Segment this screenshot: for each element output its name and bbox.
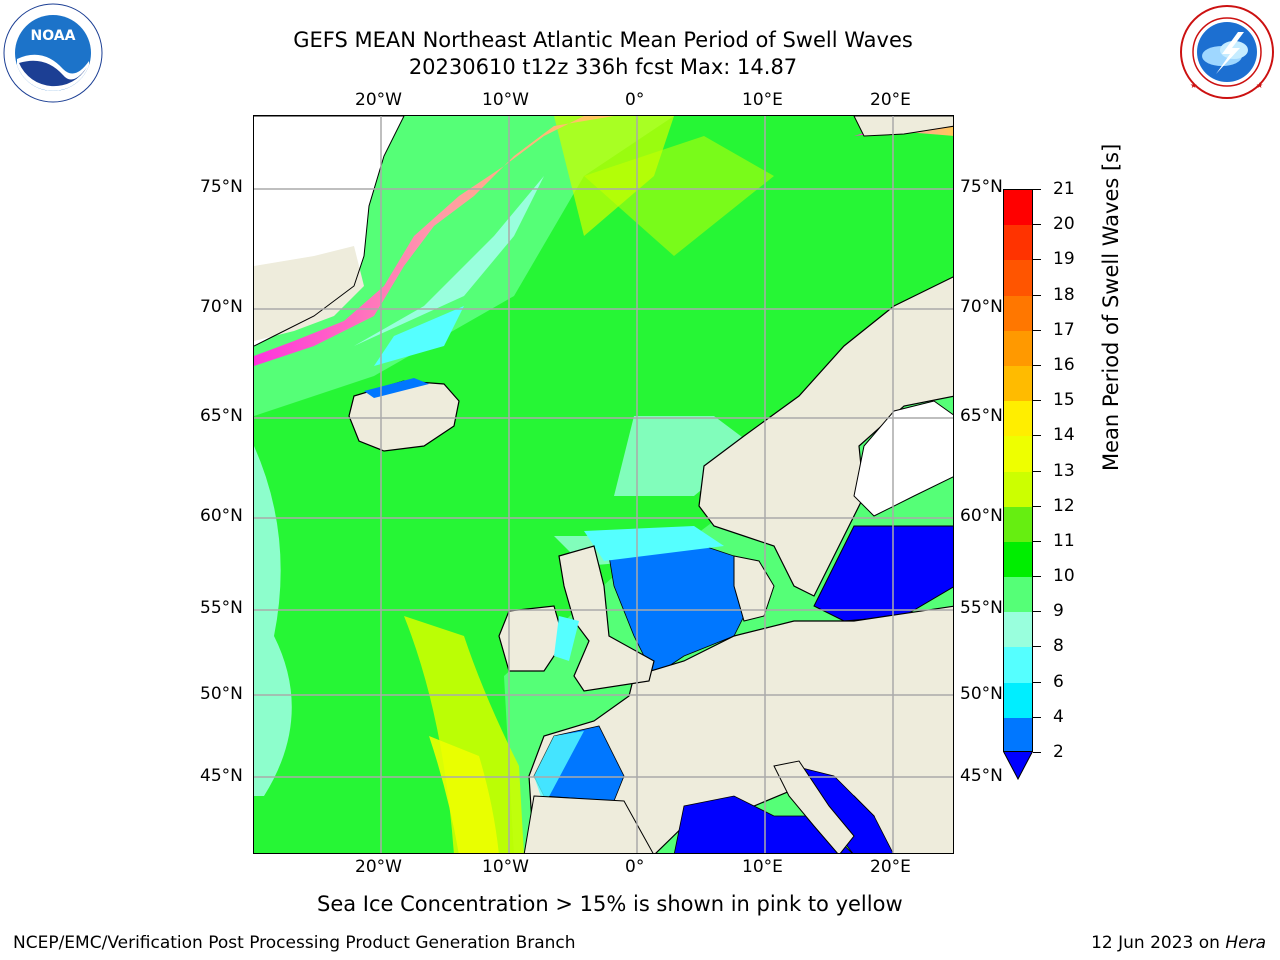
colorbar-tick-label: 9 [1053, 601, 1064, 622]
footer-host: Hera [1225, 933, 1266, 953]
colorbar-tick-label: 10 [1053, 566, 1075, 587]
colorbar-tick-label: 19 [1053, 249, 1075, 270]
great-britain [558, 545, 655, 692]
colorbar-tick [1033, 329, 1041, 331]
graticule [254, 116, 953, 853]
colorbar-segment [1004, 401, 1032, 437]
colorbar-segment [1004, 295, 1032, 332]
colorbar-segment [1004, 717, 1032, 754]
colorbar-tick-label: 6 [1053, 671, 1064, 692]
colorbar-tick-label: 2 [1053, 742, 1064, 762]
colorbar-tick-label: 18 [1053, 284, 1075, 305]
colorbar-segment [1004, 612, 1032, 648]
lon-label-bottom: 0° [625, 857, 645, 877]
colorbar-tick-label: 12 [1053, 495, 1075, 516]
map-area [253, 115, 954, 854]
colorbar-segment [1004, 577, 1032, 613]
footer-date-text: 12 Jun 2023 on [1091, 933, 1226, 953]
lon-label-top: 20°W [355, 90, 402, 110]
lat-label-left: 60°N [200, 506, 243, 526]
colorbar-tick [1033, 259, 1041, 261]
lon-label-top: 10°W [482, 90, 529, 110]
colorbar-tick [1033, 611, 1041, 613]
lat-label-left: 50°N [200, 684, 243, 704]
lat-label-right: 50°N [960, 684, 1003, 704]
colorbar-tick-label: 8 [1053, 636, 1064, 657]
colorbar-segment [1004, 682, 1032, 719]
colorbar-tick [1033, 400, 1041, 402]
lat-label-left: 70°N [200, 297, 243, 317]
nws-logo: ★ ★ [1178, 4, 1276, 100]
colorbar-tick [1033, 189, 1041, 190]
colorbar-label: Mean Period of Swell Waves [s] [1099, 143, 1123, 471]
lon-label-top: 10°E [742, 90, 783, 110]
ireland [498, 605, 565, 672]
lat-label-right: 60°N [960, 506, 1003, 526]
colorbar-segment [1004, 541, 1032, 578]
colorbar-tick [1033, 540, 1041, 542]
north-sea [608, 545, 745, 677]
colorbar-tick [1033, 752, 1041, 753]
svg-text:★: ★ [1190, 81, 1197, 90]
colorbar-tick [1033, 364, 1041, 366]
colorbar-tick-label: 16 [1053, 354, 1075, 375]
colorbar-segment [1004, 330, 1032, 367]
colorbar-tick [1033, 505, 1041, 507]
svg-text:★: ★ [1256, 81, 1263, 90]
scandinavia [698, 276, 953, 597]
lon-label-bottom: 20°W [355, 857, 402, 877]
colorbar-tick [1033, 294, 1041, 296]
lat-label-left: 55°N [200, 598, 243, 618]
colorbar-segment [1004, 260, 1032, 297]
noaa-logo: NOAA [3, 3, 103, 103]
colorbar-segment [1004, 647, 1032, 684]
lat-label-left: 45°N [200, 766, 243, 786]
noaa-logo-text: NOAA [31, 28, 76, 44]
colorbar-tick [1033, 224, 1041, 226]
colorbar-tick-label: 14 [1053, 425, 1075, 446]
colorbar-tick [1033, 576, 1041, 578]
colorbar-tick-label: 15 [1053, 390, 1075, 411]
colorbar-tick-label: 17 [1053, 319, 1075, 340]
colorbar-tick [1033, 435, 1041, 437]
colorbar-segment [1004, 365, 1032, 402]
lat-label-right: 75°N [960, 177, 1003, 197]
colorbar-under-arrow [1003, 751, 1033, 781]
colorbar-tick-label: 13 [1053, 460, 1075, 481]
lat-label-left: 75°N [200, 177, 243, 197]
colorbar-tick-label: 4 [1053, 706, 1064, 727]
sea-ice-note: Sea Ice Concentration > 15% is shown in … [317, 892, 903, 916]
lat-label-right: 70°N [960, 297, 1003, 317]
lon-label-bottom: 10°W [482, 857, 529, 877]
colorbar-tick-label: 11 [1053, 530, 1075, 551]
colorbar-segment [1004, 436, 1032, 472]
lon-label-bottom: 20°E [870, 857, 911, 877]
map-subtitle: 20230610 t12z 336h fcst Max: 14.87 [408, 55, 798, 79]
colorbar-tick-label: 21 [1053, 179, 1075, 199]
mediterranean [673, 795, 853, 853]
lat-label-right: 55°N [960, 598, 1003, 618]
colorbar [1003, 189, 1033, 754]
colorbar-tick [1033, 681, 1041, 683]
map-canvas [254, 116, 953, 853]
lon-label-top: 0° [625, 90, 645, 110]
lat-label-left: 65°N [200, 406, 243, 426]
lon-label-top: 20°E [870, 90, 911, 110]
colorbar-segment [1004, 471, 1032, 508]
colorbar-segment [1004, 225, 1032, 261]
colorbar-tick [1033, 646, 1041, 648]
colorbar-segment [1004, 506, 1032, 543]
colorbar-tick-label: 20 [1053, 214, 1075, 235]
lat-label-right: 65°N [960, 406, 1003, 426]
footer-date: 12 Jun 2023 on Hera [1091, 933, 1266, 953]
lat-label-right: 45°N [960, 766, 1003, 786]
colorbar-tick [1033, 716, 1041, 718]
map-title: GEFS MEAN Northeast Atlantic Mean Period… [293, 28, 913, 52]
lon-label-bottom: 10°E [742, 857, 783, 877]
colorbar-segment [1004, 190, 1032, 226]
colorbar-tick [1033, 470, 1041, 472]
footer-credit: NCEP/EMC/Verification Post Processing Pr… [13, 933, 576, 953]
